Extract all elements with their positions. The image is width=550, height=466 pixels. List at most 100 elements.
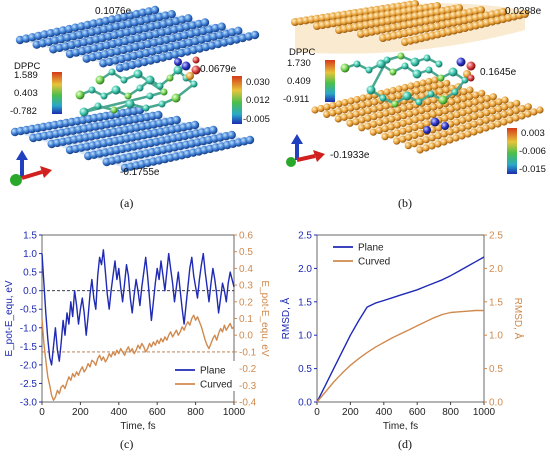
- layer-scale-max: 0.030: [246, 77, 270, 88]
- y-tick-label-right: 2.0: [489, 264, 503, 275]
- series-line-curved: [41, 314, 235, 401]
- rmsd-chart: 0 200 400 600 800 10000.00.51.01.52.02.50.00.…: [279, 231, 525, 431]
- y-tick-label-right: 2.5: [489, 231, 503, 242]
- y-tick-label-right: -0.4: [239, 398, 257, 409]
- y-axis-label-left: RMSD, Å: [279, 297, 292, 339]
- layer-scale-max: 0.003: [521, 128, 545, 139]
- y-tick-label-left: 0.5: [23, 268, 37, 279]
- legend-label: Curved: [358, 257, 390, 268]
- x-tick-label: 0: [314, 407, 320, 418]
- x-tick-label: 800: [187, 407, 204, 418]
- y-tick-label-left: 1.0: [23, 249, 37, 260]
- dppc-color-scale: [325, 60, 335, 102]
- y-tick-label-right: 0.5: [489, 364, 503, 375]
- y-tick-label-right: 0.2: [239, 297, 253, 308]
- x-tick-label: 0: [39, 407, 45, 418]
- graphene-sheet-bottom: [10, 105, 255, 173]
- y-tick-label-right: 0.1: [239, 314, 253, 325]
- y-tick-label-left: -1.0: [20, 323, 38, 334]
- y-tick-label-right: 0.0: [489, 398, 503, 409]
- series-line-curved: [316, 309, 484, 403]
- layer-scale-min: -0.005: [243, 114, 270, 125]
- dppc-scale-title: DPPC: [289, 47, 316, 58]
- panel-b-molecular-model: 0.0288e 0.1645e -0.1933e DPPC 1.730 0.40…: [283, 0, 546, 175]
- axes-triad-icon: [286, 134, 325, 167]
- charge-mid-label: 0.0679e: [200, 64, 237, 75]
- dppc-scale-mid: 0.403: [14, 88, 38, 99]
- x-tick-label: 600: [409, 407, 426, 418]
- x-axis-label: Time, fs: [120, 421, 155, 430]
- y-tick-label-left: 0.5: [298, 364, 312, 375]
- charge-bottom-label: -0.1755e: [120, 167, 160, 178]
- x-tick-label: 600: [149, 407, 166, 418]
- dppc-color-scale: [52, 72, 62, 114]
- y-tick-label-left: 2.5: [298, 231, 312, 242]
- graphene-sheet-top-curved: [291, 0, 529, 54]
- y-tick-label-right: -0.2: [239, 364, 257, 375]
- charge-top-label: 0.0288e: [505, 6, 542, 17]
- panel-a-molecular-model: 0.1076e 0.0679e -0.1755e DPPC 1.589 0.40…: [10, 5, 270, 186]
- panel-c-caption: (c): [120, 437, 134, 451]
- y-axis-label-right: RMSD, Å: [512, 298, 525, 340]
- y-axis-label-left: E_pot-E_equ, eV: [4, 280, 15, 356]
- layer-color-scale: [507, 128, 517, 174]
- legend-label: Curved: [200, 380, 232, 391]
- dppc-scale-mid: 0.409: [287, 76, 311, 87]
- y-tick-label-left: 1.5: [23, 231, 37, 242]
- plot-frame: [316, 234, 485, 403]
- y-tick-label-right: 0.4: [239, 264, 253, 275]
- legend-label: Plane: [358, 243, 384, 254]
- dppc-scale-max: 1.730: [287, 58, 311, 69]
- axes-triad-icon: [10, 150, 52, 186]
- y-tick-label-left: -0.5: [20, 305, 38, 316]
- charge-bottom-label: -0.1933e: [330, 150, 370, 161]
- y-tick-label-right: 1.0: [489, 331, 503, 342]
- legend-box: [171, 361, 237, 391]
- y-tick-label-right: 0.5: [239, 247, 253, 258]
- dppc-scale-min: -0.911: [283, 94, 309, 105]
- y-tick-label-right: 1.5: [489, 297, 503, 308]
- energy-chart: 0 200 400 600 800 1000 -3.0 -2.5 -2.0 -1.5 -1.0 -0.…: [4, 231, 270, 431]
- series-line-plane: [316, 256, 485, 403]
- dppc-scale-title: DPPC: [14, 61, 41, 72]
- x-tick-label: 400: [110, 407, 127, 418]
- layer-scale-mid: 0.012: [246, 95, 270, 106]
- graphene-sheet-bottom-curved: [311, 76, 544, 154]
- y-tick-label-left: 1.5: [298, 297, 312, 308]
- y-tick-label-right: 0.3: [239, 281, 253, 292]
- y-tick-label-right: -0.1: [239, 347, 257, 358]
- panel-d-caption: (d): [398, 437, 412, 451]
- y-tick-label-left: 2.0: [298, 264, 312, 275]
- y-tick-label-right: 0.6: [239, 231, 253, 242]
- y-tick-label-left: 1.0: [298, 331, 312, 342]
- layer-color-scale: [232, 76, 242, 124]
- y-tick-label-left: -2.5: [20, 379, 38, 390]
- x-tick-label: 200: [72, 407, 89, 418]
- dppc-molecule: [340, 52, 476, 134]
- dppc-molecule: [75, 56, 201, 117]
- x-tick-label: 1000: [223, 407, 246, 418]
- y-tick-label-left: -3.0: [20, 398, 38, 409]
- y-tick-label-left: -2.0: [20, 360, 38, 371]
- charge-top-label: 0.1076e: [95, 6, 132, 17]
- x-tick-label: 1000: [473, 407, 496, 418]
- y-tick-label-left: -1.5: [20, 342, 38, 353]
- legend-label: Plane: [200, 366, 226, 377]
- legend-box: [329, 238, 395, 268]
- y-tick-label-left: 0.0: [298, 398, 312, 409]
- x-tick-label: 800: [442, 407, 459, 418]
- y-axis-label-right: E_pot-E_equ, eV: [259, 280, 270, 356]
- x-axis-label: Time, fs: [383, 421, 418, 430]
- y-tick-label-left: 0.0: [23, 286, 37, 297]
- y-tick-label-right: 0.0: [239, 331, 253, 342]
- layer-scale-min: -0.015: [519, 164, 546, 175]
- graphene-sheet-top: [15, 5, 260, 73]
- y-tick-label-right: -0.3: [239, 381, 257, 392]
- panel-b-caption: (b): [398, 196, 412, 210]
- dppc-scale-max: 1.589: [14, 70, 38, 81]
- charge-mid-label: 0.1645e: [480, 67, 517, 78]
- series-line-plane: [41, 249, 235, 366]
- x-tick-label: 200: [342, 407, 359, 418]
- dppc-scale-min: -0.782: [10, 106, 37, 117]
- x-tick-label: 400: [375, 407, 392, 418]
